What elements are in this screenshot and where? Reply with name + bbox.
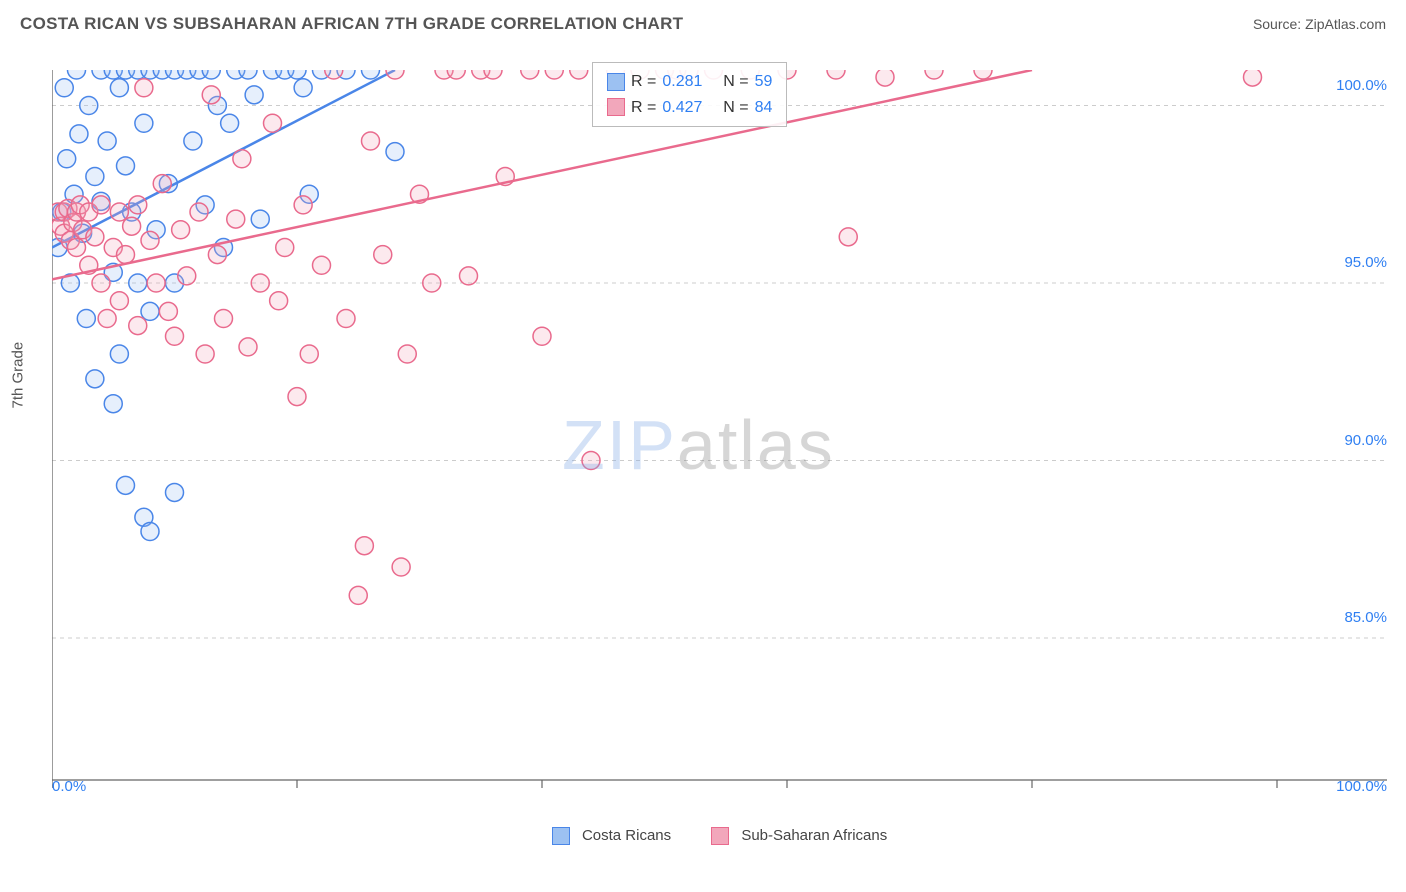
chart-title: COSTA RICAN VS SUBSAHARAN AFRICAN 7TH GR… [20,14,683,34]
y-tick-label: 90.0% [1344,432,1387,449]
y-tick-label: 100.0% [1336,77,1387,94]
y-tick-label: 95.0% [1344,254,1387,271]
x-tick-label-right: 100.0% [1336,778,1387,795]
legend-item-series1: Costa Ricans [552,827,671,845]
n-value-series2: 84 [755,95,773,121]
stats-row-series2: R = 0.427 N = 84 [607,95,772,121]
n-value-series1: 59 [755,69,773,95]
legend-swatch-series2 [711,827,729,845]
bottom-legend: Costa Ricans Sub-Saharan Africans [52,827,1387,845]
n-label: N = [723,95,748,121]
y-tick-label: 85.0% [1344,609,1387,626]
r-value-series1: 0.281 [662,69,702,95]
chart-source: Source: ZipAtlas.com [1253,16,1386,32]
stats-row-series1: R = 0.281 N = 59 [607,69,772,95]
r-value-series2: 0.427 [662,95,702,121]
x-tick-label-left: 0.0% [52,778,86,795]
y-axis-label: 7th Grade [10,342,27,409]
stats-swatch-series2 [607,98,625,116]
legend-label-series2: Sub-Saharan Africans [741,827,887,844]
legend-label-series1: Costa Ricans [582,827,671,844]
legend-swatch-series1 [552,827,570,845]
chart-header: COSTA RICAN VS SUBSAHARAN AFRICAN 7TH GR… [0,0,1406,44]
n-label: N = [723,69,748,95]
r-label: R = [631,69,656,95]
r-label: R = [631,95,656,121]
stats-swatch-series1 [607,73,625,91]
stats-box: R = 0.281 N = 59 R = 0.427 N = 84 [592,62,787,127]
legend-item-series2: Sub-Saharan Africans [711,827,887,845]
scatter-plot-svg [52,50,1387,845]
chart-area: ZIPatlas R = 0.281 N = 59 R = 0.427 N = … [52,50,1387,845]
